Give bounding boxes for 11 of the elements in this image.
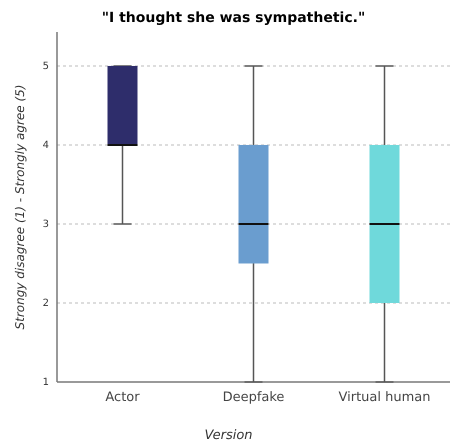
y-tick-label: 2	[42, 298, 49, 310]
y-tick-label: 3	[42, 219, 49, 230]
x-tick-label: Actor	[105, 390, 140, 406]
y-axis-title: Strongy disagree (1) - Strongly agree (5)	[13, 84, 27, 330]
y-tick-label: 1	[42, 377, 49, 388]
chart-title: "I thought she was sympathetic."	[102, 10, 366, 26]
x-tick-label: Virtual human	[338, 390, 430, 406]
x-tick-label: Deepfake	[222, 390, 284, 406]
x-axis-title: Version	[204, 428, 253, 443]
y-tick-label: 4	[42, 140, 49, 152]
y-tick-label: 5	[42, 61, 49, 72]
